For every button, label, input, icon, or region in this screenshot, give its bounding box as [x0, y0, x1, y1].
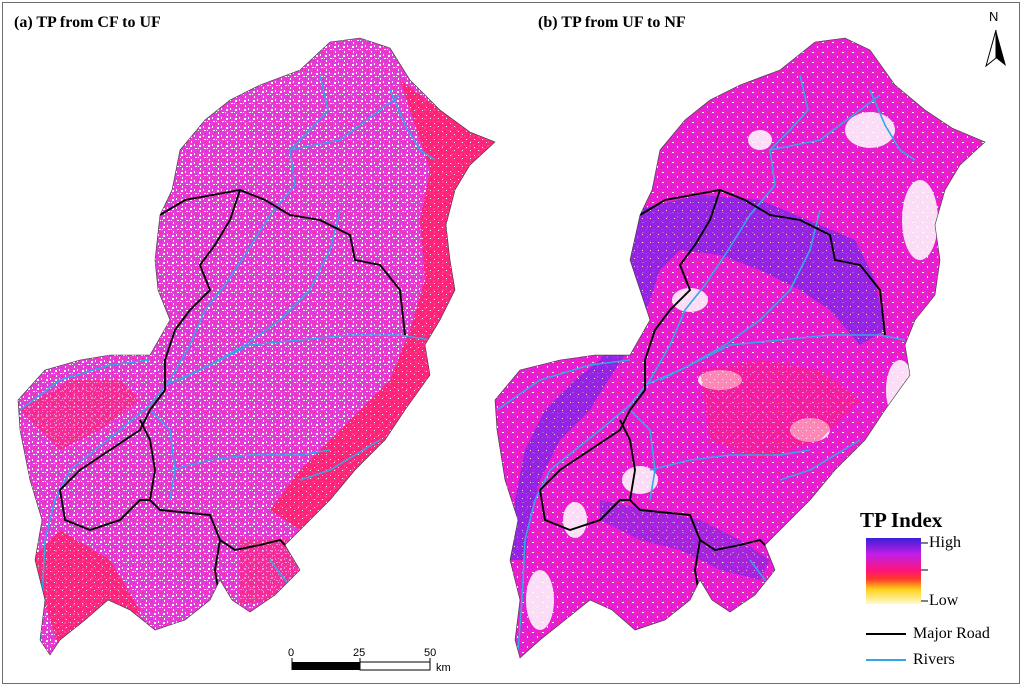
legend-graphics	[866, 538, 928, 661]
legend-high-label: High	[929, 534, 961, 551]
north-arrow-icon	[985, 29, 1006, 68]
scale-unit: km	[436, 662, 451, 674]
legend-title: TP Index	[860, 508, 943, 532]
legend-major-road-label: Major Road	[913, 625, 990, 642]
scale-tick-25: 25	[353, 647, 366, 659]
legend-low-label: Low	[929, 592, 959, 609]
tp-gradient-swatch	[866, 538, 921, 604]
scale-tick-0: 0	[288, 647, 295, 659]
scale-bar	[291, 658, 431, 671]
legend-rivers-label: Rivers	[913, 651, 955, 668]
panel-b-title: (b) TP from UF to NF	[538, 14, 686, 31]
panel-a-title: (a) TP from CF to UF	[14, 14, 161, 31]
scale-tick-50: 50	[424, 647, 437, 659]
north-label: N	[989, 9, 999, 24]
map-panel-a	[17, 37, 496, 656]
